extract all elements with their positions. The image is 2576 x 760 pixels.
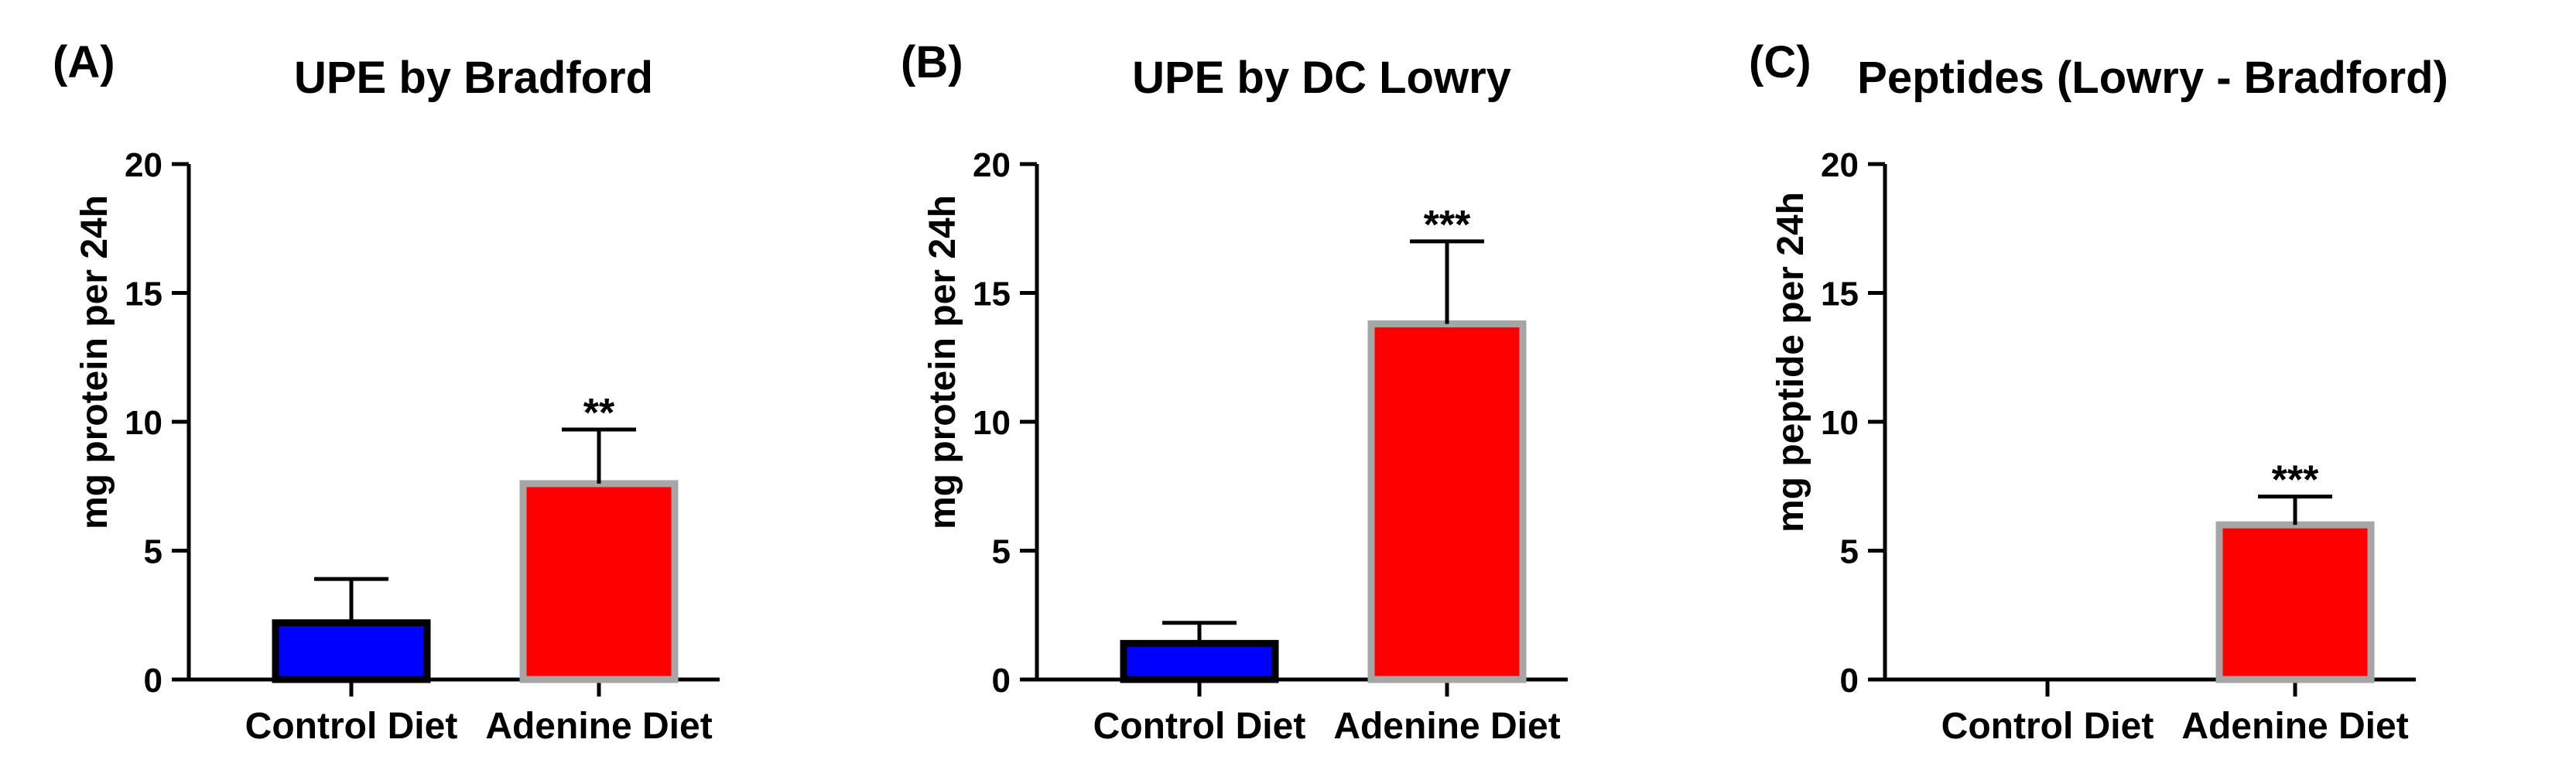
bar xyxy=(1120,639,1279,683)
y-tick-label: 15 xyxy=(1821,276,1859,313)
x-tick-label: Control Diet xyxy=(1093,706,1306,747)
y-tick-label: 10 xyxy=(125,404,162,442)
y-tick-label: 0 xyxy=(992,662,1011,700)
chart-title: Peptides (Lowry - Bradford) xyxy=(1857,53,2448,103)
y-tick-label: 5 xyxy=(992,533,1011,571)
y-tick-label: 0 xyxy=(1840,662,1859,700)
y-tick-label: 20 xyxy=(125,146,162,184)
x-tick-label: Adenine Diet xyxy=(1333,706,1560,747)
significance-label: ** xyxy=(583,391,615,436)
panel-c: (C) Peptides (Lowry - Bradford) mg pepti… xyxy=(1749,37,2448,747)
significance-label: *** xyxy=(2272,458,2319,503)
y-tick-label: 10 xyxy=(973,404,1011,442)
bar xyxy=(1367,320,1527,683)
chart-title: UPE by DC Lowry xyxy=(1132,53,1511,103)
y-tick-label: 5 xyxy=(144,533,162,571)
y-axis-label: mg peptide per 24h xyxy=(1770,192,1811,532)
y-tick-label: 20 xyxy=(973,146,1011,184)
bar xyxy=(519,480,679,683)
plot-area: 0 5 10 15 20 Control Diet Adenine Diet *** xyxy=(1821,146,2416,747)
plot-area: 0 5 10 15 20 Control Diet Adenine Diet ** xyxy=(125,146,720,747)
bar xyxy=(272,619,431,683)
y-tick-label: 5 xyxy=(1840,533,1859,571)
panel-a: (A) UPE by Bradford mg protein per 24h 0… xyxy=(53,37,720,747)
y-tick-label: 0 xyxy=(144,662,162,700)
x-tick-label: Adenine Diet xyxy=(2181,706,2408,747)
bar xyxy=(2215,521,2375,683)
panel-letter: (A) xyxy=(53,37,115,87)
y-tick-label: 20 xyxy=(1821,146,1859,184)
chart-title: UPE by Bradford xyxy=(294,53,653,103)
panel-letter: (C) xyxy=(1749,37,1811,87)
significance-label: *** xyxy=(1424,203,1471,248)
y-axis-label: mg protein per 24h xyxy=(922,195,963,529)
x-tick-label: Control Diet xyxy=(245,706,458,747)
x-tick-label: Control Diet xyxy=(1941,706,2154,747)
y-tick-label: 15 xyxy=(125,276,162,313)
y-tick-label: 10 xyxy=(1821,404,1859,442)
panel-letter: (B) xyxy=(901,37,963,87)
x-tick-label: Adenine Diet xyxy=(485,706,712,747)
y-axis-label: mg protein per 24h xyxy=(74,195,115,529)
panel-b: (B) UPE by DC Lowry mg protein per 24h 0… xyxy=(901,37,1568,747)
y-tick-label: 15 xyxy=(973,276,1011,313)
plot-area: 0 5 10 15 20 Control Diet Adenine Diet *** xyxy=(973,146,1568,747)
